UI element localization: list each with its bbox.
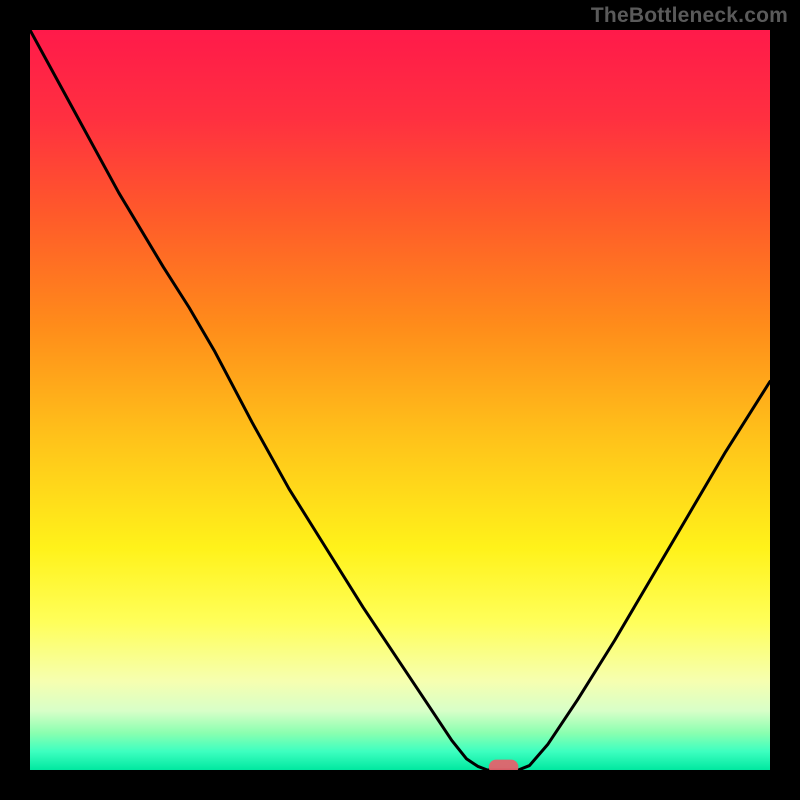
gradient-background xyxy=(30,30,770,770)
chart-root: { "watermark": { "text": "TheBottleneck.… xyxy=(0,0,800,800)
bottleneck-chart xyxy=(30,30,770,770)
plot-area xyxy=(30,30,770,770)
watermark-text: TheBottleneck.com xyxy=(591,4,788,28)
optimal-marker xyxy=(489,760,519,770)
